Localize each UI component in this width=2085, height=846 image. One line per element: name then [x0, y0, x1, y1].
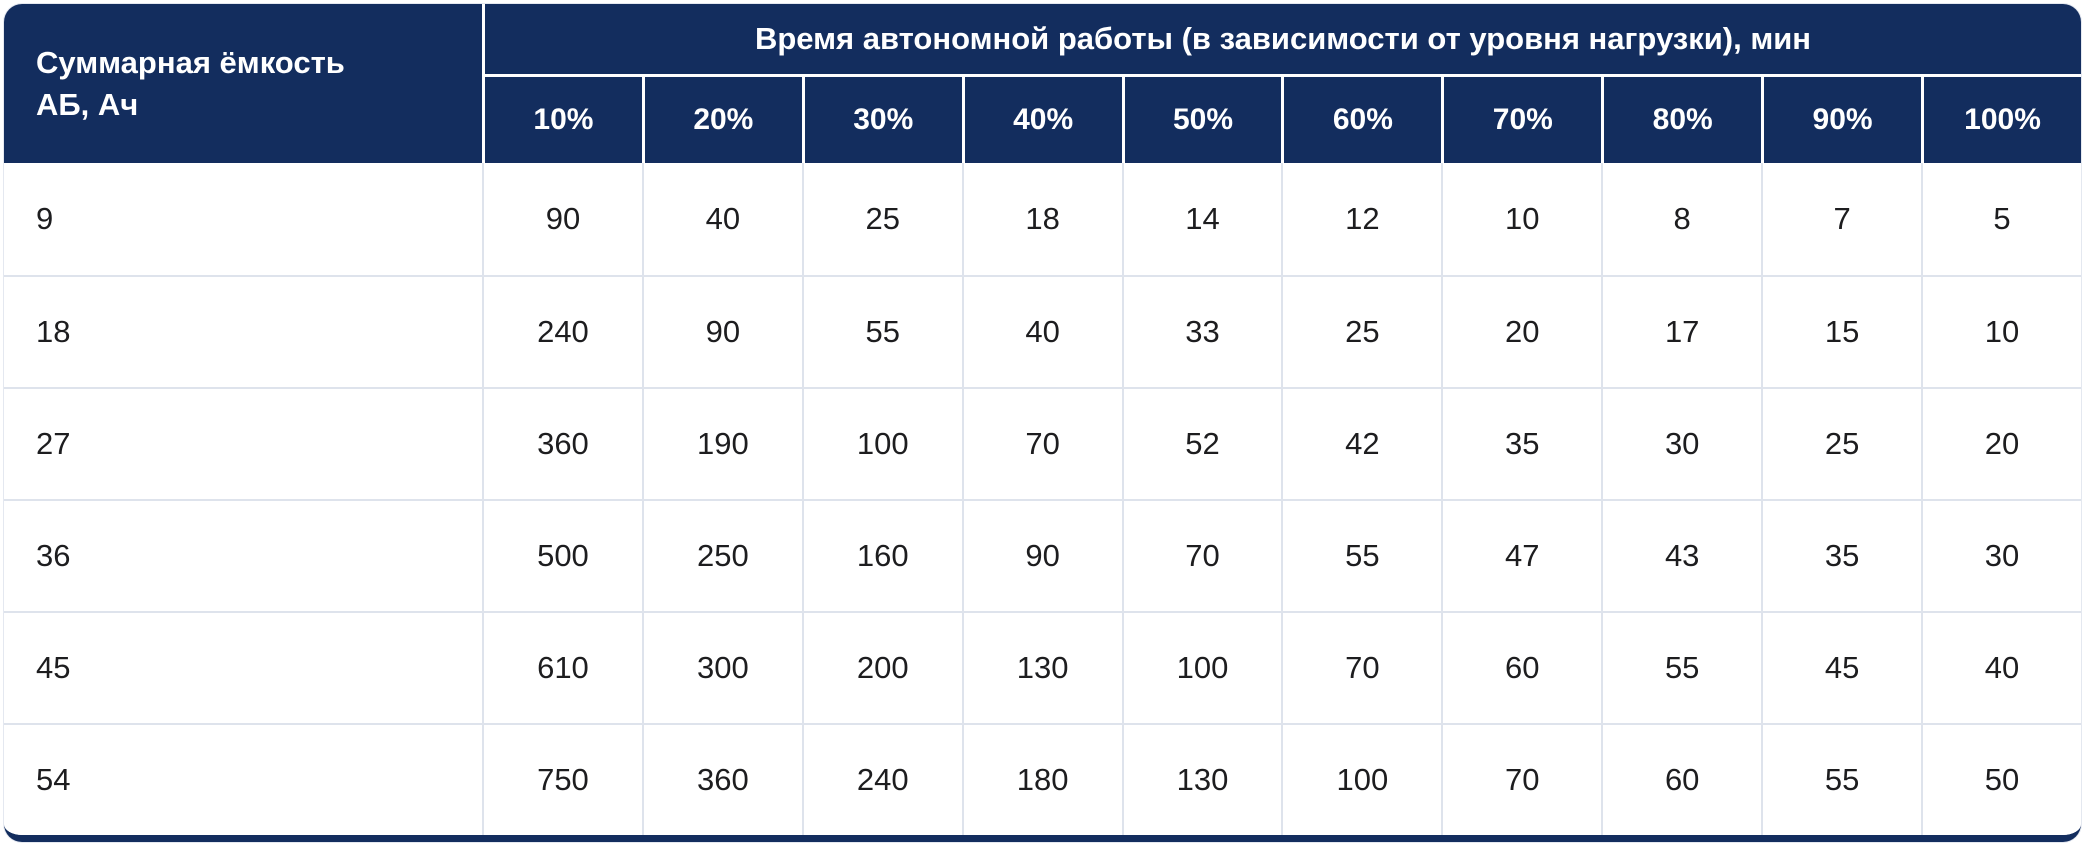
- runtime-cell: 40: [641, 163, 802, 275]
- runtime-cell: 55: [1601, 611, 1762, 723]
- runtime-cell: 55: [1281, 499, 1442, 611]
- runtime-cell: 25: [801, 163, 962, 275]
- runtime-cell: 610: [482, 611, 642, 723]
- runtime-cell: 43: [1601, 499, 1762, 611]
- runtime-cell: 100: [801, 387, 962, 499]
- group-header-row: Суммарная ёмкость АБ, Ач Время автономно…: [4, 4, 2081, 163]
- load-level-header: 60%: [1281, 77, 1442, 163]
- load-level-header: 100%: [1921, 77, 2081, 163]
- runtime-cell: 240: [801, 723, 962, 835]
- runtime-cell: 60: [1441, 611, 1602, 723]
- runtime-cell: 25: [1281, 275, 1442, 387]
- runtime-cell: 360: [482, 387, 642, 499]
- runtime-cell: 10: [1921, 275, 2081, 387]
- runtime-cell: 200: [801, 611, 962, 723]
- runtime-cell: 55: [801, 275, 962, 387]
- runtime-group-header: Время автономной работы (в зависимости о…: [482, 4, 2081, 77]
- load-level-header: 50%: [1121, 77, 1282, 163]
- runtime-cell: 70: [1281, 611, 1442, 723]
- runtime-cell: 190: [641, 387, 802, 499]
- load-level-header: 80%: [1601, 77, 1762, 163]
- runtime-cell: 30: [1921, 499, 2081, 611]
- table-row: 45 610 300 200 130 100 70 60 55 45 40: [4, 611, 2081, 723]
- runtime-cell: 180: [961, 723, 1122, 835]
- runtime-cell: 47: [1441, 499, 1602, 611]
- runtime-cell: 130: [1121, 723, 1282, 835]
- table-row: 36 500 250 160 90 70 55 47 43 35 30: [4, 499, 2081, 611]
- runtime-cell: 45: [1761, 611, 1922, 723]
- runtime-cell: 8: [1601, 163, 1762, 275]
- runtime-cell: 240: [482, 275, 642, 387]
- runtime-cell: 90: [482, 163, 642, 275]
- runtime-cell: 18: [961, 163, 1122, 275]
- runtime-cell: 25: [1761, 387, 1922, 499]
- load-level-header: 10%: [482, 77, 642, 163]
- runtime-cell: 42: [1281, 387, 1442, 499]
- runtime-cell: 55: [1761, 723, 1922, 835]
- runtime-cell: 33: [1121, 275, 1282, 387]
- runtime-cell: 100: [1281, 723, 1442, 835]
- table-body: 9 90 40 25 18 14 12 10 8 7 5 18 240 90 55 40 33 25 20 17 15 1…: [4, 163, 2081, 835]
- table-row: 27 360 190 100 70 52 42 35 30 25 20: [4, 387, 2081, 499]
- runtime-cell: 15: [1761, 275, 1922, 387]
- load-level-header-row: 10% 20% 30% 40% 50% 60% 70% 80% 90% 100%: [4, 77, 2081, 163]
- runtime-cell: 100: [1121, 611, 1282, 723]
- runtime-cell: 50: [1921, 723, 2081, 835]
- load-level-header: 70%: [1441, 77, 1602, 163]
- runtime-cell: 17: [1601, 275, 1762, 387]
- runtime-cell: 90: [961, 499, 1122, 611]
- battery-runtime-table: Суммарная ёмкость АБ, Ач Время автономно…: [4, 4, 2081, 842]
- runtime-cell: 250: [641, 499, 802, 611]
- capacity-cell: 45: [4, 611, 482, 723]
- capacity-cell: 27: [4, 387, 482, 499]
- runtime-cell: 30: [1601, 387, 1762, 499]
- runtime-cell: 5: [1921, 163, 2081, 275]
- runtime-cell: 10: [1441, 163, 1602, 275]
- runtime-cell: 12: [1281, 163, 1442, 275]
- runtime-cell: 160: [801, 499, 962, 611]
- runtime-cell: 52: [1121, 387, 1282, 499]
- runtime-cell: 14: [1121, 163, 1282, 275]
- runtime-cell: 360: [641, 723, 802, 835]
- capacity-cell: 9: [4, 163, 482, 275]
- load-level-header: 90%: [1761, 77, 1922, 163]
- runtime-cell: 7: [1761, 163, 1922, 275]
- runtime-cell: 35: [1441, 387, 1602, 499]
- capacity-cell: 18: [4, 275, 482, 387]
- load-level-header: 20%: [641, 77, 802, 163]
- runtime-cell: 35: [1761, 499, 1922, 611]
- runtime-cell: 20: [1441, 275, 1602, 387]
- runtime-cell: 500: [482, 499, 642, 611]
- runtime-cell: 70: [961, 387, 1122, 499]
- runtime-cell: 40: [1921, 611, 2081, 723]
- runtime-cell: 750: [482, 723, 642, 835]
- table-row: 18 240 90 55 40 33 25 20 17 15 10: [4, 275, 2081, 387]
- runtime-cell: 40: [961, 275, 1122, 387]
- table-row: 9 90 40 25 18 14 12 10 8 7 5: [4, 163, 2081, 275]
- runtime-cell: 20: [1921, 387, 2081, 499]
- runtime-table: Суммарная ёмкость АБ, Ач Время автономно…: [4, 4, 2081, 835]
- runtime-cell: 130: [961, 611, 1122, 723]
- runtime-cell: 70: [1441, 723, 1602, 835]
- load-level-header: 40%: [961, 77, 1122, 163]
- capacity-column-header-label: Суммарная ёмкость АБ, Ач: [36, 44, 345, 122]
- capacity-cell: 36: [4, 499, 482, 611]
- load-level-header: 30%: [801, 77, 962, 163]
- capacity-cell: 54: [4, 723, 482, 835]
- runtime-cell: 70: [1121, 499, 1282, 611]
- table-row: 54 750 360 240 180 130 100 70 60 55 50: [4, 723, 2081, 835]
- runtime-cell: 90: [641, 275, 802, 387]
- capacity-column-header: Суммарная ёмкость АБ, Ач: [4, 4, 482, 163]
- table-header: Суммарная ёмкость АБ, Ач Время автономно…: [4, 4, 2081, 163]
- runtime-cell: 60: [1601, 723, 1762, 835]
- runtime-cell: 300: [641, 611, 802, 723]
